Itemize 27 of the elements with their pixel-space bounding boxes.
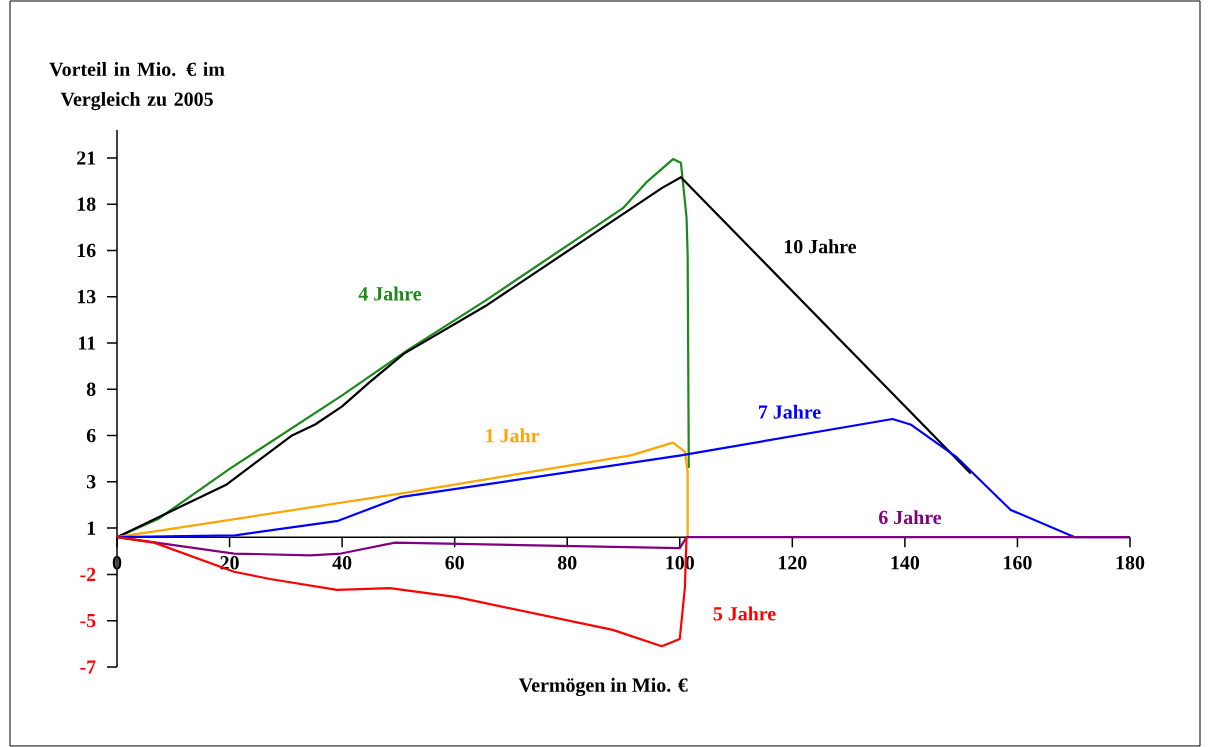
y-tick-label: -2 xyxy=(80,567,96,582)
y-tick-label: 21 xyxy=(77,151,96,165)
series-label: 6 Jahre xyxy=(879,510,942,525)
series-label: 1 Jahr xyxy=(486,428,540,443)
y-tick-label: 3 xyxy=(86,475,96,489)
y-tick-label: 8 xyxy=(86,382,96,396)
x-tick-label: 80 xyxy=(557,556,577,570)
series-label: 7 Jahre xyxy=(759,404,821,419)
y-tick-label: 18 xyxy=(77,197,96,211)
series-label: 5 Jahre xyxy=(713,606,776,621)
x-axis-title: Vermögen in Mio. € xyxy=(518,677,688,697)
x-tick-label: 120 xyxy=(778,556,807,570)
y-tick-label: -5 xyxy=(80,614,96,628)
y-tick-label: 16 xyxy=(77,243,96,258)
series-label: 4 Jahre xyxy=(358,286,422,301)
y-tick-label: 6 xyxy=(86,428,96,443)
y-axis-title: Vorteil in Mio. € im Vergleich zu 2005 xyxy=(49,62,225,111)
series-label: 10 Jahre xyxy=(784,239,857,254)
y-tick-label: 1 xyxy=(87,521,96,535)
x-tick-label: 40 xyxy=(332,556,352,570)
y-tick-label: -7 xyxy=(80,660,96,674)
x-tick-label: 140 xyxy=(891,556,920,570)
y-tick-label: 11 xyxy=(78,336,96,350)
y-tick-label: 13 xyxy=(77,289,96,304)
x-tick-label: 160 xyxy=(1004,556,1032,570)
x-tick-label: 60 xyxy=(445,556,464,570)
x-tick-label: 180 xyxy=(1116,556,1145,570)
